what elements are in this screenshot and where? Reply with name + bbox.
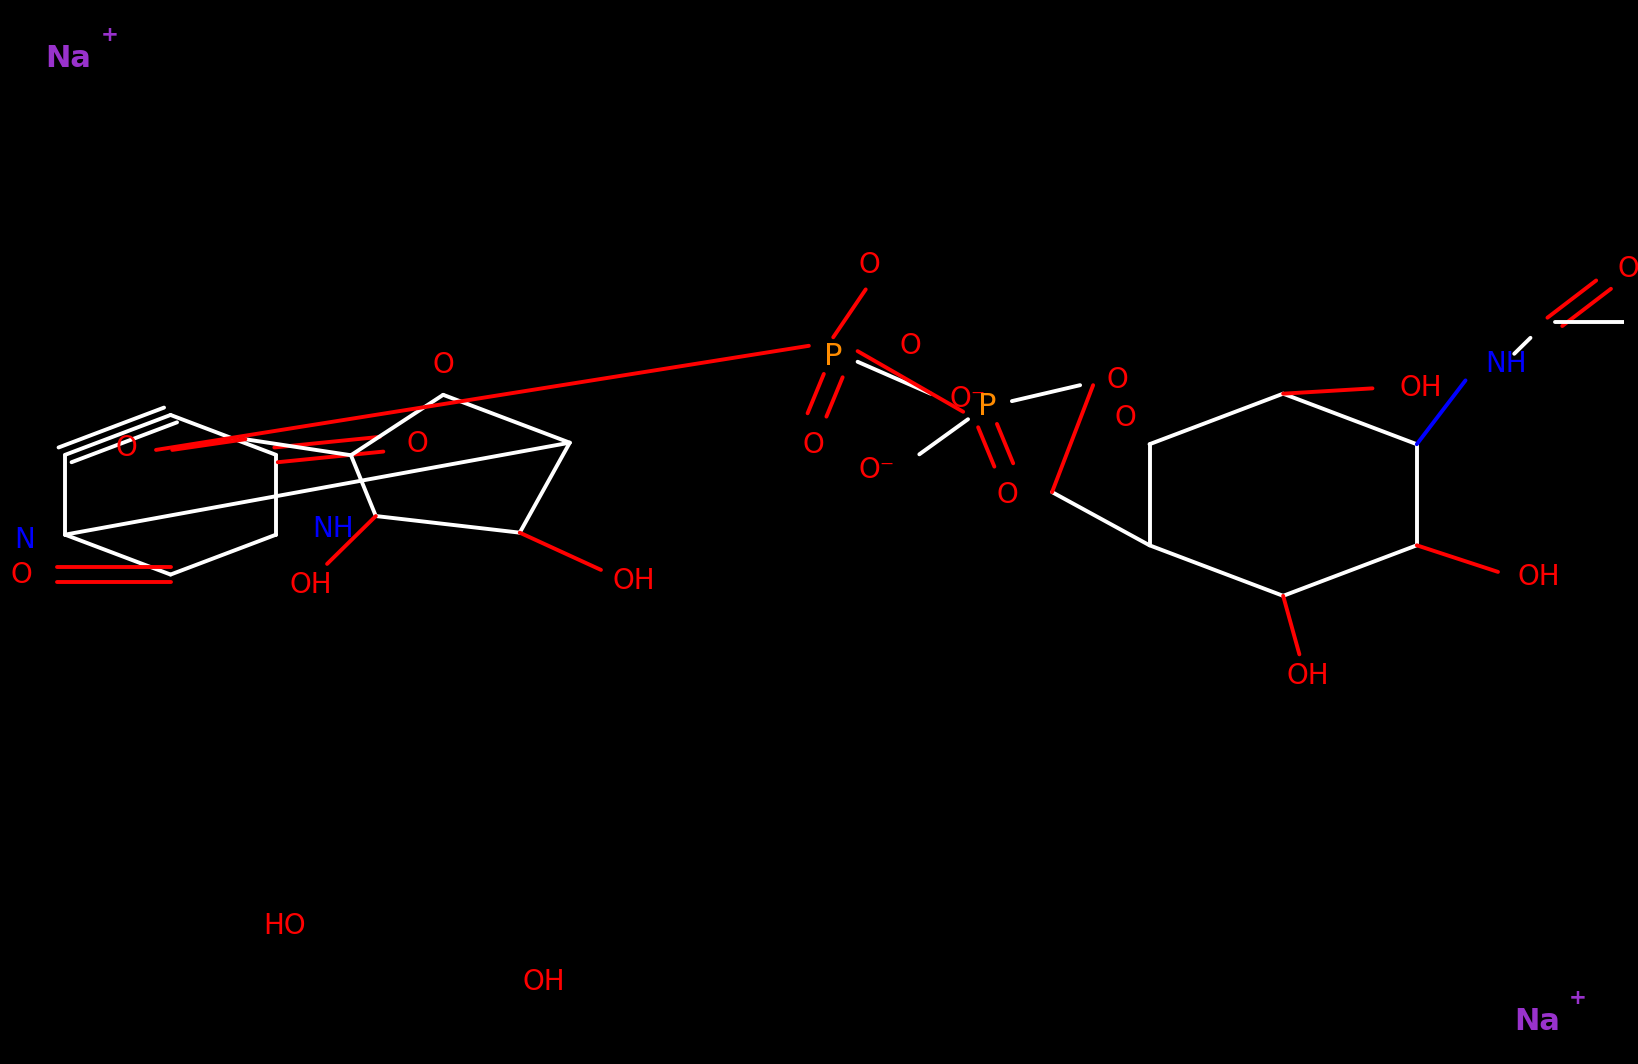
Text: O: O <box>1107 366 1129 394</box>
Text: O: O <box>803 431 824 459</box>
Text: O⁻: O⁻ <box>858 456 896 484</box>
Text: Na: Na <box>46 44 92 73</box>
Text: +: + <box>1569 988 1587 1008</box>
Text: NH: NH <box>1486 350 1527 379</box>
Text: OH: OH <box>1400 375 1443 402</box>
Text: O: O <box>432 351 454 379</box>
Text: OH: OH <box>613 566 655 595</box>
Text: O: O <box>899 332 921 361</box>
Text: O: O <box>1617 254 1638 283</box>
Text: O: O <box>858 251 880 279</box>
Text: +: + <box>100 26 118 45</box>
Text: OH: OH <box>1517 563 1559 592</box>
Text: O: O <box>406 430 428 459</box>
Text: O: O <box>996 481 1017 509</box>
Text: P: P <box>978 392 998 421</box>
Text: O: O <box>116 434 138 462</box>
Text: Na: Na <box>1514 1007 1559 1036</box>
Text: OH: OH <box>1286 662 1328 689</box>
Text: O⁻: O⁻ <box>950 385 986 413</box>
Text: HO: HO <box>264 912 306 940</box>
Text: O: O <box>1114 403 1137 432</box>
Text: O: O <box>10 561 33 588</box>
Text: P: P <box>824 342 842 371</box>
Text: N: N <box>15 526 34 554</box>
Text: OH: OH <box>290 571 333 599</box>
Text: NH: NH <box>313 515 354 544</box>
Text: OH: OH <box>523 968 565 996</box>
